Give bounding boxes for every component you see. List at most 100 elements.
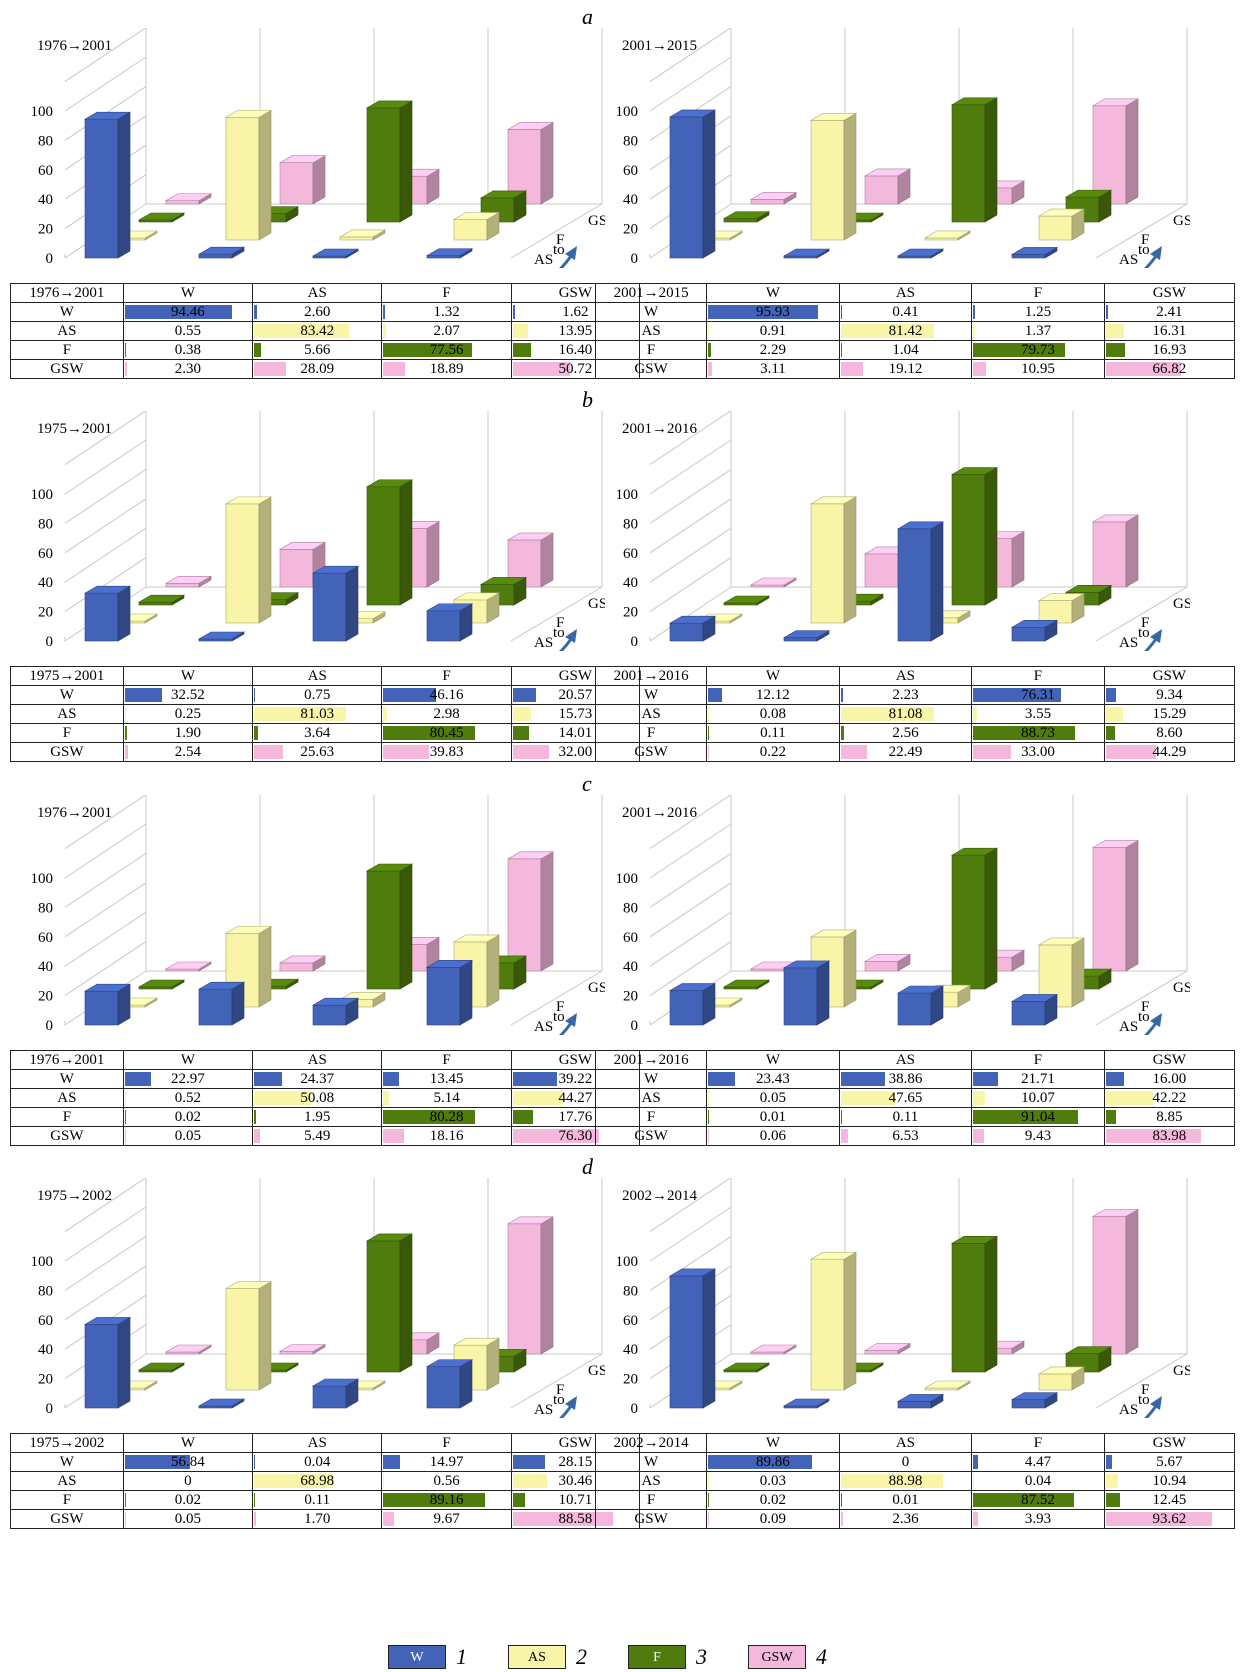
table-cell: 38.86 [838,1069,973,1089]
cell-value: 68.98 [300,1473,335,1489]
cell-data-bar [512,707,531,721]
depth-tick-label: AS [534,635,553,651]
table-cell: 4.47 [971,1452,1105,1472]
cell-data-bar [124,1072,151,1086]
cell-data-bar [973,688,1061,702]
table-cell: 1.25 [971,302,1105,322]
table-row-header: F [594,1490,708,1510]
table-col-header: F [971,1050,1105,1070]
table-cell: 10.94 [1103,1471,1236,1491]
cell-value: 50.08 [300,1090,335,1106]
y-tick-label: 100 [31,871,54,887]
bar-front [84,592,119,642]
bar-front [897,992,932,1026]
bar-W-to-AS [782,1398,831,1409]
bar-chart-3d-2: 0204060801001975→2001WASFGSWWASFGSWfromt… [31,411,605,651]
table-cell: 21.71 [971,1069,1105,1089]
cell-data-bar [512,1072,558,1086]
depth-tick-label: F [1141,232,1149,248]
bar-side [117,111,131,259]
bar-front [810,120,845,241]
table-cell: 10.07 [971,1088,1105,1108]
y-tick-label: 40 [623,959,638,975]
table-row-header: W [10,1069,124,1089]
cell-data-bar [1105,324,1125,338]
bar-front [366,1240,401,1373]
cell-value: 5.67 [1156,1454,1183,1470]
table-cell: 1.32 [381,302,512,322]
cell-data-bar [512,305,515,319]
cell-data-bar [383,324,386,338]
bar-top [809,113,858,121]
table-row-header: W [594,685,708,705]
bar-top [668,615,717,624]
table-row: W 22.97 24.37 13.45 39.22 [10,1069,641,1089]
cell-data-bar [254,745,284,759]
arrow-head-icon [565,629,577,643]
bar-top [452,934,501,943]
table-col-header: F [381,1050,512,1070]
cell-data-bar [254,1512,257,1526]
bar-front [669,990,704,1026]
bar-top [365,1233,414,1242]
cell-value: 80.28 [429,1109,464,1125]
grid-line [649,1178,732,1233]
table-cell: 0.75 [252,685,383,705]
bar-side [540,121,554,205]
y-tick-label: 0 [46,1018,54,1034]
y-tick-label: 40 [623,192,638,208]
table-cell: 81.08 [838,704,973,724]
bar-GSW-to-GSW [1091,514,1140,588]
arrow-head-icon [1150,1396,1162,1410]
table-cell: 83.98 [1103,1126,1236,1146]
cell-data-bar [708,343,711,357]
bar-side [540,851,554,972]
bar-top [197,1398,246,1407]
table-row: AS 0.55 83.42 2.07 13.95 [10,321,641,341]
bar-front [426,1366,461,1409]
table-row-header: W [594,1452,708,1472]
chart-title: 1976→2001 [37,805,112,821]
bar-front [198,253,233,259]
grid-line [649,56,732,112]
grid-line [649,411,732,466]
table-col-header: GSW [1103,666,1236,686]
bar-side [702,109,716,259]
cell-data-bar [512,1129,599,1143]
cell-value: 0.02 [759,1492,787,1508]
bar-W-to-F [896,521,945,642]
cell-data-bar [708,1110,710,1124]
bar-front [165,582,200,588]
cell-value: 0.41 [892,304,919,320]
cell-value: 1.25 [1024,304,1052,320]
transition-matrix-table: 2001→2016 W AS F GSW W 23.43 38.86 21.71 16.00 AS 0… [594,1050,1236,1146]
bar-top [164,193,213,201]
cell-data-bar [840,324,935,338]
y-tick-label: 80 [38,516,53,532]
bar-front [366,107,401,223]
table-header-row: 1976→2001 W AS F GSW [10,283,641,303]
cell-data-bar [254,1493,255,1507]
to-label: to [1138,1392,1150,1408]
arrow-head-icon [565,246,577,260]
y-tick-label: 0 [46,251,54,267]
cell-value: 0.38 [174,342,202,358]
cell-data-bar [973,343,1065,357]
table-header-row: 1975→2001 W AS F GSW [10,666,641,686]
bar-top [452,1337,501,1346]
y-tick-label: 80 [38,133,53,149]
bar-top [809,496,858,505]
table-row-header: GSW [10,359,124,379]
grid-line [64,1235,147,1291]
grid-line [649,852,732,908]
legend-swatch: GSW [748,1645,806,1669]
cell-data-bar [512,688,536,702]
table-cell: 5.14 [381,1088,512,1108]
bar-top [311,248,360,257]
table-row-header: AS [10,704,124,724]
table-cell: 0.02 [122,1107,254,1127]
bar-side [1071,937,1085,1008]
table-row-header: GSW [10,742,124,762]
table-row: W 32.52 0.75 46.16 20.57 [10,685,641,705]
bar-W-to-GSW [425,1359,474,1409]
